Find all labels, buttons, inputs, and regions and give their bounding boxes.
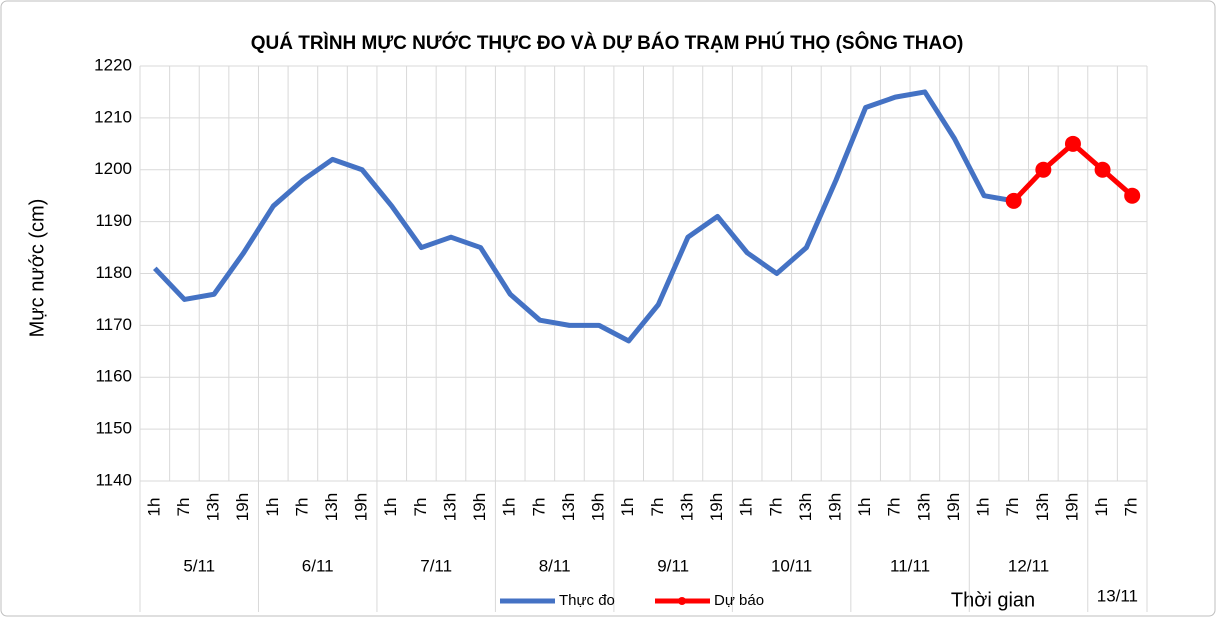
group-label: 7/11 [420, 556, 452, 575]
x-tick-label: 13h [796, 493, 815, 521]
x-tick-label: 13h [322, 493, 341, 521]
x-tick-label: 1h [263, 498, 282, 517]
x-tick-label: 13h [559, 493, 578, 521]
x-tick-label: 1h [737, 498, 756, 517]
y-axis-label: Mực nước (cm) [26, 199, 48, 338]
x-tick-label: 7h [766, 498, 785, 517]
x-tick-label: 1h [381, 498, 400, 517]
y-tick-label: 1160 [95, 367, 132, 386]
group-label: 6/11 [302, 556, 334, 575]
series-marker [1005, 192, 1022, 209]
y-tick-label: 1200 [94, 159, 132, 178]
x-tick-label: 19h [470, 493, 489, 521]
legend-marker [678, 597, 686, 605]
group-label: 13/11 [1097, 586, 1138, 605]
x-tick-label: 19h [944, 493, 963, 521]
series-marker [1124, 187, 1141, 204]
x-tick-label: 7h [648, 498, 667, 517]
y-tick-label: 1150 [95, 419, 132, 438]
x-tick-label: 19h [1062, 493, 1081, 521]
x-tick-label: 7h [885, 498, 904, 517]
legend-label: Dự báo [714, 592, 764, 609]
x-tick-label: 1h [974, 498, 993, 517]
x-tick-label: 19h [352, 493, 371, 521]
series-marker [1035, 161, 1052, 178]
x-tick-label: 19h [825, 493, 844, 521]
x-tick-label: 1h [618, 498, 637, 517]
x-tick-label: 1h [500, 498, 519, 517]
x-tick-label: 19h [707, 493, 726, 521]
group-label: 10/11 [771, 556, 812, 575]
y-tick-label: 1140 [95, 470, 132, 489]
y-tick-label: 1220 [94, 55, 132, 74]
y-tick-label: 1180 [95, 263, 132, 282]
x-tick-label: 13h [204, 493, 223, 521]
y-tick-label: 1210 [94, 107, 132, 126]
x-tick-label: 13h [440, 493, 459, 521]
x-tick-label: 13h [1033, 493, 1052, 521]
x-tick-label: 1h [1092, 498, 1111, 517]
series-marker [1094, 161, 1111, 178]
x-tick-label: 1h [855, 498, 874, 517]
group-label: 11/11 [890, 556, 930, 575]
x-tick-label: 7h [292, 498, 311, 517]
chart-title: QUÁ TRÌNH MỰC NƯỚC THỰC ĐO VÀ DỰ BÁO TRẠ… [251, 32, 964, 54]
x-tick-label: 7h [411, 498, 430, 517]
x-tick-label: 7h [1122, 498, 1141, 517]
x-tick-label: 1h [144, 498, 163, 517]
y-tick-label: 1170 [95, 315, 132, 334]
x-tick-label: 7h [1003, 498, 1022, 517]
group-label: 12/11 [1008, 556, 1049, 575]
legend-label: Thực đo [559, 592, 615, 609]
x-axis-label: Thời gian [951, 589, 1035, 611]
x-tick-label: 7h [174, 498, 193, 517]
x-tick-label: 19h [589, 493, 608, 521]
x-tick-label: 13h [677, 493, 696, 521]
x-tick-label: 7h [529, 498, 548, 517]
x-tick-label: 13h [914, 493, 933, 521]
series-line [152, 89, 1015, 344]
series-marker [1064, 135, 1081, 152]
x-tick-label: 19h [233, 493, 252, 521]
group-label: 8/11 [539, 556, 571, 575]
group-label: 9/11 [657, 556, 689, 575]
y-tick-label: 1190 [95, 211, 132, 230]
group-label: 5/11 [183, 556, 215, 575]
